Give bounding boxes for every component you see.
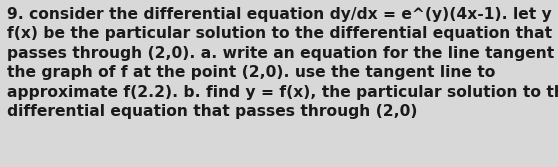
Text: 9. consider the differential equation dy/dx = e^(y)(4x-1). let y =
f(x) be the p: 9. consider the differential equation dy… <box>7 7 558 119</box>
